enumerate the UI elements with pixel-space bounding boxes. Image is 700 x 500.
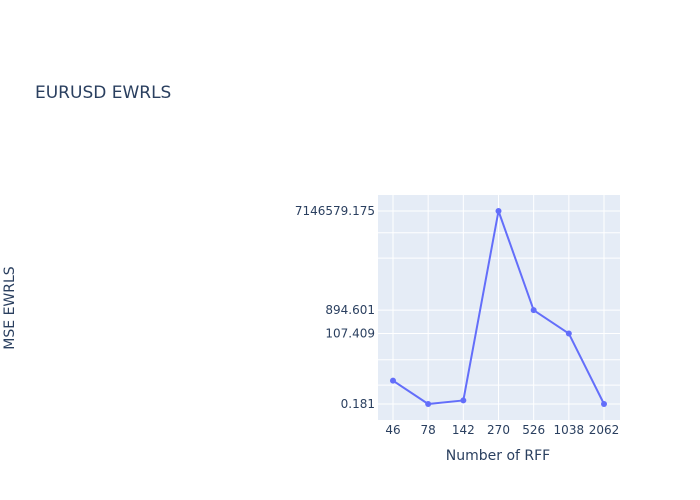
- x-tick-label: 78: [421, 423, 436, 437]
- data-point: [530, 307, 537, 314]
- data-point: [601, 401, 607, 407]
- y-axis-title: MSE EWRLS: [2, 266, 18, 349]
- chart-title: EURUSD EWRLS: [35, 83, 171, 103]
- data-point: [495, 208, 502, 214]
- x-tick-label: 526: [522, 423, 545, 437]
- data-point: [565, 330, 572, 337]
- y-tick-label: 7146579.175: [295, 204, 375, 218]
- y-tick-labels: 7146579.175 894.601 107.409 0.181: [295, 204, 375, 411]
- data-point: [460, 397, 467, 404]
- x-tick-label: 1038: [554, 423, 585, 437]
- x-tick-label: 142: [452, 423, 475, 437]
- y-tick-label: 0.181: [341, 397, 375, 411]
- y-tick-label: 107.409: [325, 327, 375, 341]
- x-axis-title: Number of RFF: [446, 448, 550, 464]
- data-point: [390, 377, 396, 384]
- grid: [378, 195, 620, 420]
- data-point: [425, 401, 432, 407]
- x-tick-label: 2062: [589, 423, 620, 437]
- data-points: [390, 208, 607, 407]
- x-tick-label: 270: [487, 423, 510, 437]
- y-tick-label: 894.601: [325, 303, 375, 317]
- x-tick-labels: 46 78 142 270 526 1038 2062: [385, 423, 619, 437]
- x-tick-label: 46: [385, 423, 400, 437]
